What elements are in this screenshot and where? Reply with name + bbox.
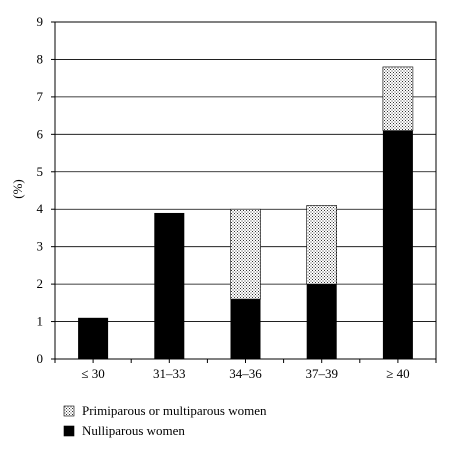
legend-label: Primiparous or multiparous women — [82, 403, 267, 418]
bar-nulliparous — [154, 212, 185, 359]
bar-primiparous-multiparous — [306, 205, 338, 285]
bar-nulliparous — [230, 299, 261, 359]
legend-swatch-nulliparous — [63, 425, 75, 437]
y-tick-label: 7 — [37, 89, 44, 104]
axes — [51, 21, 437, 363]
x-tick-label: 34–36 — [229, 366, 262, 381]
bar-nulliparous — [382, 130, 413, 359]
legend-swatch-primiparous-multiparous — [63, 405, 75, 417]
bar-nulliparous — [78, 317, 109, 359]
y-tick-label: 4 — [37, 201, 44, 216]
bar-primiparous-multiparous — [382, 66, 414, 131]
legend-label: Nulliparous women — [82, 423, 185, 438]
tick-labels: 0 1 2 3 4 5 6 7 8 9 ≤ 30 31–33 34–36 37–39 ≥ 40 — [37, 14, 410, 381]
y-tick-label: 2 — [37, 276, 44, 291]
bars — [78, 66, 414, 359]
y-axis-label: (%) — [10, 179, 25, 199]
y-tick-label: 6 — [37, 126, 44, 141]
x-tick-label: ≥ 40 — [386, 366, 409, 381]
y-tick-label: 8 — [37, 51, 44, 66]
y-tick-label: 0 — [37, 351, 44, 366]
bar-nulliparous — [306, 284, 337, 359]
x-tick-label: 37–39 — [305, 366, 338, 381]
x-tick-label: ≤ 30 — [81, 366, 104, 381]
x-tick-label: 31–33 — [153, 366, 186, 381]
y-tick-label: 5 — [37, 164, 44, 179]
y-tick-label: 9 — [37, 14, 44, 29]
y-tick-label: 3 — [37, 239, 44, 254]
y-tick-label: 1 — [37, 314, 44, 329]
legend: Primiparous or multiparous women Nullipar… — [63, 403, 267, 438]
bar-primiparous-multiparous — [230, 208, 261, 300]
